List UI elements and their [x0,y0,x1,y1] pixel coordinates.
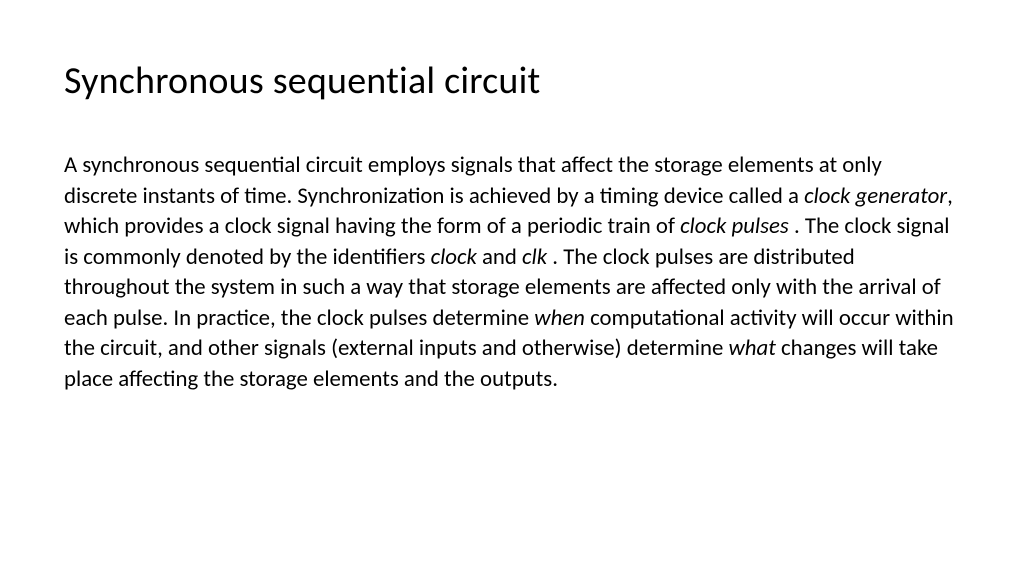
body-text-4: and [482,243,522,271]
slide-body: A synchronous sequential circuit employs… [64,150,960,394]
italic-clk: clk [522,243,552,271]
italic-when: when [534,304,590,332]
italic-clock-generator: clock generator [804,182,947,210]
slide-title: Synchronous sequential circuit [64,58,960,104]
italic-what: what [729,334,782,362]
italic-clock-pulses: clock pulses [680,212,794,240]
body-text-1: A synchronous sequential circuit employs… [64,151,882,210]
italic-clock: clock [431,243,482,271]
